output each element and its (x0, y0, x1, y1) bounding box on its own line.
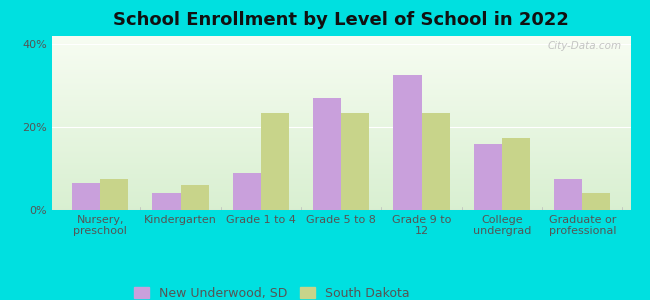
Bar (582, 194, 610, 210)
Bar (261, 112, 289, 210)
Bar (153, 194, 181, 210)
Bar (313, 98, 341, 210)
Bar (502, 137, 530, 210)
Bar (554, 179, 582, 210)
Bar (181, 185, 209, 210)
Bar (100, 179, 128, 210)
Title: School Enrollment by Level of School in 2022: School Enrollment by Level of School in … (113, 11, 569, 29)
Bar (422, 112, 450, 210)
Legend: New Underwood, SD, South Dakota: New Underwood, SD, South Dakota (129, 282, 415, 300)
Bar (393, 75, 422, 210)
Bar (233, 173, 261, 210)
Bar (341, 112, 369, 210)
Bar (474, 144, 502, 210)
Bar (72, 183, 100, 210)
Text: City-Data.com: City-Data.com (548, 41, 622, 51)
